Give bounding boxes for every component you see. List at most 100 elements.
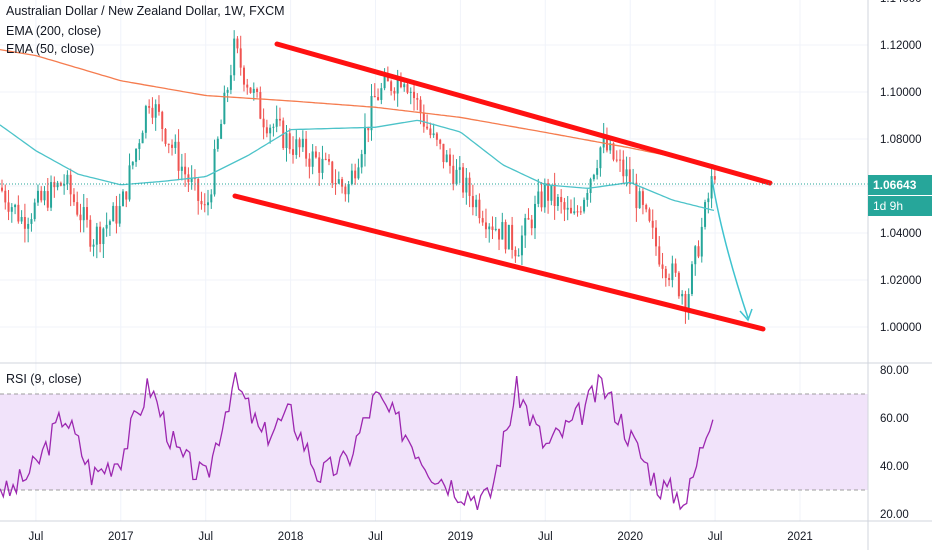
candle-body [328,159,330,162]
candle-body [285,133,288,149]
candle-body [311,151,314,167]
candle-body [321,158,324,173]
candle-body [439,139,442,144]
candle-body [95,226,98,245]
candle-body [409,91,412,93]
candle-body [344,186,347,195]
candle-body [576,211,579,213]
candle-body [171,144,174,148]
candle-body [442,143,445,163]
price-tick-label: 1.10000 [880,87,922,99]
candle-body [102,228,105,245]
candle-body [347,184,350,195]
candle-body [579,211,582,213]
candle-body [17,204,20,222]
candle-body [1,187,3,191]
candle-body [455,169,458,185]
candle-body [426,126,429,129]
candle-body [690,264,693,295]
candle-body [242,67,245,85]
candle-body [66,174,69,184]
candle-body [278,118,281,121]
candle-body [674,263,677,273]
candle-body [197,178,200,201]
candle-body [566,207,569,210]
candle-body [72,194,75,203]
candle-body [128,165,131,200]
candle-body [622,159,625,177]
ema200-line [0,48,715,166]
candle-body [30,219,33,224]
candle-body [301,138,304,148]
candle-body [334,183,337,185]
candle-body [560,196,563,203]
candle-body [406,84,409,93]
candle-body [226,89,229,93]
rsi-tick-label: 60.00 [880,413,909,425]
candle-body [239,48,242,68]
candle-body [468,177,471,196]
channel-lower-line [232,193,766,332]
projection-arrowhead [739,308,753,322]
candle-body [79,214,82,221]
candle-body [275,118,278,127]
candle-body [386,76,389,82]
candle-body [318,157,321,173]
rsi-axis-ticks: 80.00 60.00 40.00 20.00 [880,365,909,521]
candle-body [370,95,373,131]
price-tick-label: 1.08000 [880,134,922,146]
rsi-tick-label: 80.00 [880,365,909,377]
candle-body [524,218,527,236]
candle-body [56,182,59,188]
candle-body [684,293,687,311]
candle-body [403,84,406,88]
candle-body [537,191,540,204]
candle-body [138,143,141,149]
candle-body [4,190,7,203]
candle-body [625,169,628,177]
candle-body [429,128,432,136]
candle-body [651,220,654,228]
candle-body [200,200,203,205]
candle-body [380,88,383,100]
candle-body [135,148,138,162]
candle-body [288,133,291,150]
candle-body [154,104,157,118]
candle-body [658,246,661,265]
candle-body [190,178,193,183]
candle-body [151,107,154,118]
candle-body [661,264,664,269]
candle-body [203,204,206,206]
candle-body [481,218,484,223]
candle-body [184,166,187,175]
candle-body [246,84,249,88]
candle-body [498,228,501,240]
candle-body [233,38,236,76]
candle-body [501,222,504,240]
candle-body [367,126,370,131]
candle-body [341,179,344,187]
candle-body [216,138,219,149]
candle-body [694,246,697,265]
rsi-band [0,394,868,490]
candle-body [377,97,380,100]
time-tick-label: Jul [198,531,213,543]
candle-body [223,92,226,124]
candle-body [514,249,517,257]
candle-body [229,75,232,90]
candle-body [207,202,210,206]
candle-body [550,184,553,201]
candle-body [27,223,30,229]
candle-body [452,165,455,185]
candle-body [475,199,478,208]
candle-body [517,255,520,257]
candle-body [144,106,147,133]
candle-body [10,207,13,212]
candle-body [458,167,461,170]
candle-body [664,268,667,278]
price-axis-ticks: 1.140001.120001.100001.080001.060001.040… [880,0,922,334]
candle-body [259,92,262,119]
candle-body [462,167,465,193]
candle-body [53,182,56,188]
candle-body [118,206,121,224]
